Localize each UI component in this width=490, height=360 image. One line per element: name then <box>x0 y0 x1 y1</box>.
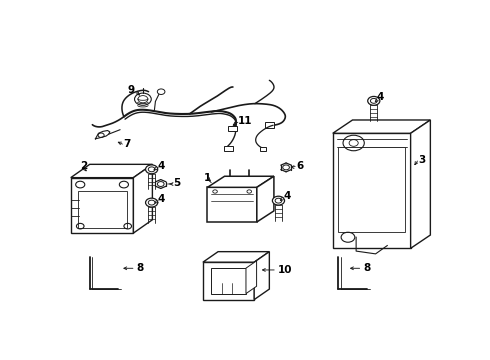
Polygon shape <box>257 176 274 222</box>
Polygon shape <box>71 164 152 177</box>
Text: 8: 8 <box>363 263 370 273</box>
Bar <box>77 191 126 228</box>
Bar <box>71 177 133 233</box>
Text: 11: 11 <box>238 116 252 126</box>
Text: 7: 7 <box>123 139 130 149</box>
Circle shape <box>157 89 165 94</box>
Text: 3: 3 <box>418 155 425 165</box>
Text: 4: 4 <box>284 191 291 201</box>
Bar <box>228 126 238 131</box>
Polygon shape <box>411 120 430 248</box>
Circle shape <box>146 165 158 174</box>
Bar <box>207 187 257 222</box>
Text: 4: 4 <box>157 161 165 171</box>
Text: 4: 4 <box>376 92 384 102</box>
Bar <box>211 268 246 294</box>
Text: 1: 1 <box>204 173 211 183</box>
Text: 10: 10 <box>278 265 292 275</box>
Text: 2: 2 <box>80 161 87 171</box>
Polygon shape <box>246 261 257 294</box>
Polygon shape <box>333 120 430 133</box>
Polygon shape <box>254 252 270 300</box>
Circle shape <box>368 96 380 105</box>
Text: 9: 9 <box>128 85 135 95</box>
Polygon shape <box>203 252 270 262</box>
Bar <box>203 262 254 300</box>
Text: 4: 4 <box>157 194 165 204</box>
Text: 8: 8 <box>136 263 144 273</box>
Bar <box>224 146 233 151</box>
Bar <box>333 133 411 248</box>
Text: 6: 6 <box>296 161 303 171</box>
Bar <box>339 147 405 232</box>
Bar <box>265 122 274 128</box>
Circle shape <box>146 198 158 207</box>
Polygon shape <box>133 164 152 233</box>
Bar <box>260 147 267 151</box>
Text: 5: 5 <box>173 178 180 188</box>
Polygon shape <box>96 131 110 139</box>
Circle shape <box>272 196 285 205</box>
Polygon shape <box>207 176 274 187</box>
